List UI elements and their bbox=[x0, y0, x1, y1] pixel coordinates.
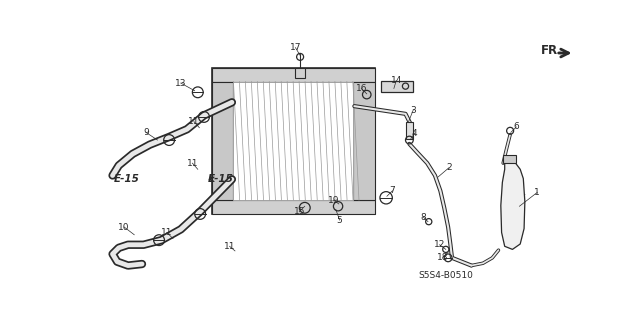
Text: 14: 14 bbox=[390, 76, 402, 85]
Bar bbox=[212, 82, 234, 200]
Text: 11: 11 bbox=[161, 228, 173, 237]
Text: 10: 10 bbox=[118, 222, 130, 232]
Text: 17: 17 bbox=[290, 43, 301, 52]
Text: 19: 19 bbox=[328, 196, 339, 204]
Bar bbox=[296, 68, 305, 78]
Text: 9: 9 bbox=[143, 128, 148, 137]
Text: 11: 11 bbox=[224, 242, 236, 251]
Bar bbox=[503, 156, 516, 163]
Bar bbox=[234, 82, 353, 200]
FancyBboxPatch shape bbox=[381, 81, 413, 92]
Bar bbox=[212, 200, 374, 214]
Text: S5S4-B0510: S5S4-B0510 bbox=[419, 271, 473, 280]
Text: 16: 16 bbox=[356, 84, 367, 93]
Text: FR.: FR. bbox=[541, 44, 563, 57]
Text: 4: 4 bbox=[412, 129, 418, 138]
Bar bbox=[353, 82, 374, 200]
Text: 5: 5 bbox=[337, 216, 342, 225]
Bar bbox=[212, 68, 374, 214]
Text: 11: 11 bbox=[188, 117, 200, 126]
Bar bbox=[212, 68, 374, 82]
Text: 12: 12 bbox=[434, 240, 445, 249]
Bar bbox=[406, 122, 413, 139]
Text: 6: 6 bbox=[513, 123, 519, 132]
Text: 11: 11 bbox=[187, 159, 198, 168]
Text: 15: 15 bbox=[294, 207, 305, 216]
Text: E-15: E-15 bbox=[207, 174, 233, 184]
Text: 3: 3 bbox=[410, 106, 416, 115]
Text: 18: 18 bbox=[437, 252, 449, 261]
Text: 7: 7 bbox=[390, 186, 396, 195]
Text: E-15: E-15 bbox=[113, 174, 140, 184]
Text: 2: 2 bbox=[446, 163, 452, 172]
Text: 13: 13 bbox=[175, 78, 186, 88]
Text: 8: 8 bbox=[420, 212, 426, 221]
Polygon shape bbox=[501, 163, 525, 249]
Text: 1: 1 bbox=[534, 188, 540, 197]
